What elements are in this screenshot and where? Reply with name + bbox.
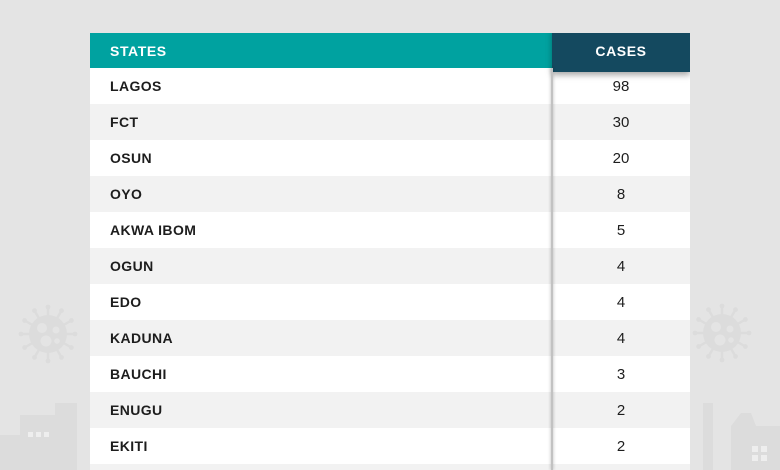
cases-cell: 5 xyxy=(616,221,626,239)
state-cell: OGUN xyxy=(110,258,154,274)
states-column-header: STATES xyxy=(110,42,167,59)
table-rows: LAGOS 98 FCT 30 OSUN 20 OYO 8 AKWA IBOM … xyxy=(90,68,690,464)
state-cell: KADUNA xyxy=(110,330,174,346)
table-header-row: STATES CASES xyxy=(90,33,690,72)
state-cell: BAUCHI xyxy=(110,366,167,382)
state-cell: AKWA IBOM xyxy=(110,222,197,238)
cases-cell: 98 xyxy=(612,77,630,95)
cases-cell: 3 xyxy=(616,365,626,383)
cases-cell: 4 xyxy=(616,329,626,347)
cases-table: STATES CASES LAGOS 98 FCT 30 OSUN 20 OYO… xyxy=(90,33,690,470)
city-skyline xyxy=(0,403,77,470)
cases-cell: 2 xyxy=(616,401,626,419)
virus-icon xyxy=(691,303,753,363)
table-row: KADUNA 4 xyxy=(90,320,690,356)
table-row: OSUN 20 xyxy=(90,140,690,176)
table-row: EDO 4 xyxy=(90,284,690,320)
virus-icon xyxy=(17,304,79,364)
cases-cell: 8 xyxy=(616,185,626,203)
table-row: FCT 30 xyxy=(90,104,690,140)
table-row-partial xyxy=(90,464,690,470)
state-cell: ENUGU xyxy=(110,402,163,418)
city-skyline xyxy=(703,403,780,470)
cases-cell xyxy=(552,464,690,470)
cases-cell: 20 xyxy=(612,149,630,167)
cases-cell: 4 xyxy=(616,257,626,275)
state-cell: LAGOS xyxy=(110,78,162,94)
table-row: AKWA IBOM 5 xyxy=(90,212,690,248)
table-row: OYO 8 xyxy=(90,176,690,212)
state-cell: OSUN xyxy=(110,150,153,166)
state-cell: EDO xyxy=(110,294,142,310)
table-row: LAGOS 98 xyxy=(90,68,690,104)
table-row: BAUCHI 3 xyxy=(90,356,690,392)
cases-column-header: CASES xyxy=(552,33,690,72)
table-row: OGUN 4 xyxy=(90,248,690,284)
table-row: EKITI 2 xyxy=(90,428,690,464)
state-cell: FCT xyxy=(110,114,139,130)
cases-cell: 30 xyxy=(612,113,630,131)
cases-cell: 4 xyxy=(616,293,626,311)
state-cell: OYO xyxy=(110,186,143,202)
state-cell: EKITI xyxy=(110,438,148,454)
cases-cell: 2 xyxy=(616,437,626,455)
column-divider xyxy=(551,68,553,470)
table-row: ENUGU 2 xyxy=(90,392,690,428)
state-cell xyxy=(90,464,552,470)
